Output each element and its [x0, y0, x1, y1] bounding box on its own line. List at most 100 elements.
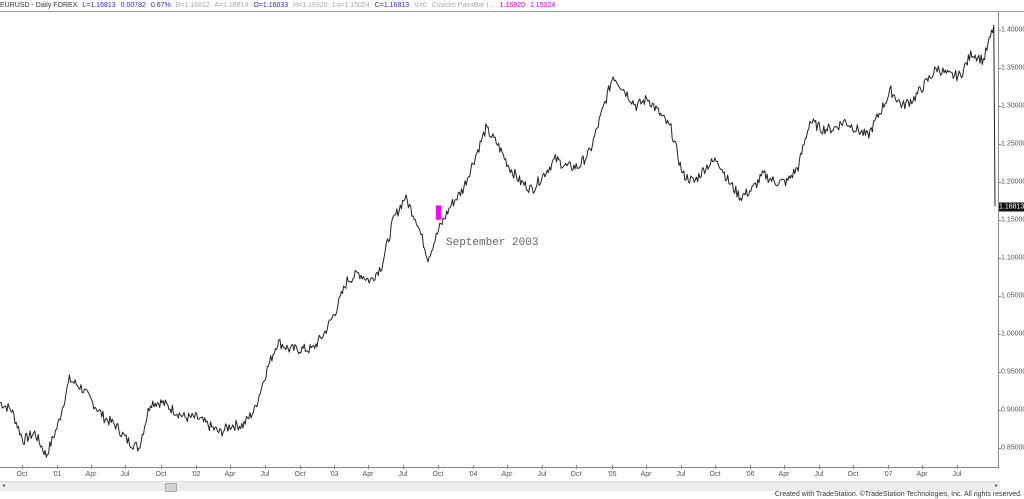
y-tick-label: 0.85000 [1001, 444, 1024, 452]
x-tick-label: '04 [468, 471, 478, 478]
x-tick-label: Jul [814, 471, 824, 478]
scroll-thumb[interactable] [165, 483, 177, 492]
y-tick-label: 1.10000 [1001, 254, 1024, 262]
x-tick-label: Apr [640, 471, 652, 478]
open-value: O=1.16033 [253, 2, 289, 9]
annotation-label: September 2003 [446, 237, 539, 249]
x-tick [750, 465, 751, 469]
x-tick-label: Jul [260, 471, 270, 478]
y-tick-label: 0.95000 [1001, 368, 1024, 376]
horizontal-scrollbar[interactable]: ◂ ▸ [0, 481, 1000, 492]
price-line [0, 24, 996, 458]
x-tick [784, 465, 785, 469]
change-value: 0.00782 [120, 2, 146, 9]
y-tick-label: 1.30000 [1001, 102, 1024, 110]
x-tick [438, 465, 439, 469]
y-tick [998, 220, 1001, 221]
x-tick [403, 465, 404, 469]
copyright-footer: Created with TradeStation. ©TradeStation… [774, 491, 1022, 498]
x-tick [681, 465, 682, 469]
scroll-right-arrow-icon[interactable]: ▸ [994, 483, 998, 489]
x-tick-label: Jul [398, 471, 408, 478]
x-tick [57, 465, 58, 469]
indicator-value-1: 1.16920 [499, 2, 525, 9]
x-tick-label: Jul [537, 471, 547, 478]
y-tick [998, 182, 1001, 183]
x-tick-label: Oct [432, 471, 444, 478]
x-tick-label: Oct [155, 471, 167, 478]
x-tick-label: '06 [745, 471, 755, 478]
y-tick [998, 30, 1001, 31]
x-tick [91, 465, 92, 469]
y-tick-label: 1.00000 [1001, 330, 1024, 338]
x-tick-label: Oct [16, 471, 28, 478]
x-tick [715, 465, 716, 469]
high-value: H=1.16920 [293, 2, 328, 9]
x-tick-label: Apr [501, 471, 513, 478]
close-value: C=1.16813 [374, 2, 410, 9]
change-pct-value: 0.67% [150, 2, 171, 9]
x-tick-label: '07 [883, 471, 893, 478]
volume-value: V=0 [414, 2, 427, 9]
y-tick [998, 68, 1001, 69]
y-tick [998, 106, 1001, 107]
y-tick-label: 0.90000 [1001, 406, 1024, 414]
y-tick-label: 1.20000 [1001, 178, 1024, 186]
ask-value: A=1.16814 [214, 2, 249, 9]
x-tick [957, 465, 958, 469]
x-tick [888, 465, 889, 469]
y-tick [998, 296, 1001, 297]
x-tick-label: Apr [85, 471, 97, 478]
x-tick [196, 465, 197, 469]
x-tick-label: Apr [362, 471, 374, 478]
x-tick-label: Jul [120, 471, 130, 478]
x-tick [230, 465, 231, 469]
x-tick [125, 465, 126, 469]
x-tick [507, 465, 508, 469]
x-tick [368, 465, 369, 469]
indicator-name[interactable]: Custom PaintBar (... [431, 2, 495, 9]
x-tick [922, 465, 923, 469]
y-tick [998, 372, 1001, 373]
x-tick [612, 465, 613, 469]
y-tick [998, 410, 1001, 411]
x-tick-label: Oct [570, 471, 582, 478]
x-tick-label: Apr [224, 471, 236, 478]
x-tick [853, 465, 854, 469]
x-tick [819, 465, 820, 469]
y-tick [998, 334, 1001, 335]
y-tick-label: 1.05000 [1001, 292, 1024, 300]
y-tick-label: 1.40000 [1001, 26, 1024, 34]
low-value: Lo=1.15024 [332, 2, 370, 9]
x-tick-label: Oct [709, 471, 721, 478]
x-tick [161, 465, 162, 469]
y-tick-label: 1.15000 [1001, 216, 1024, 224]
chart-header: EURUSD - Daily FOREX L=1.16813 0.00782 0… [0, 0, 1024, 12]
x-tick [576, 465, 577, 469]
price-line-chart [0, 24, 996, 458]
x-tick [265, 465, 266, 469]
x-tick-label: Oct [847, 471, 859, 478]
x-tick-label: '03 [329, 471, 339, 478]
x-tick-label: Oct [294, 471, 306, 478]
paintbar-highlight [436, 205, 441, 220]
x-tick-label: Apr [916, 471, 928, 478]
indicator-value-2: 1.15024 [529, 2, 556, 9]
symbol-label: EURUSD - Daily FOREX [0, 2, 78, 9]
y-tick [998, 258, 1001, 259]
last-price-marker: 1.16813 [999, 202, 1024, 212]
y-tick-label: 1.25000 [1001, 140, 1024, 148]
x-tick-label: Jul [952, 471, 962, 478]
y-tick [998, 448, 1001, 449]
x-tick-label: Jul [676, 471, 686, 478]
y-tick-label: 1.35000 [1001, 64, 1024, 72]
x-tick-label: Apr [778, 471, 790, 478]
x-tick [22, 465, 23, 469]
x-tick [646, 465, 647, 469]
x-tick [334, 465, 335, 469]
x-tick [300, 465, 301, 469]
scroll-left-arrow-icon[interactable]: ◂ [2, 483, 6, 489]
plot-area[interactable] [0, 12, 999, 468]
x-tick-label: '05 [607, 471, 617, 478]
x-tick [473, 465, 474, 469]
